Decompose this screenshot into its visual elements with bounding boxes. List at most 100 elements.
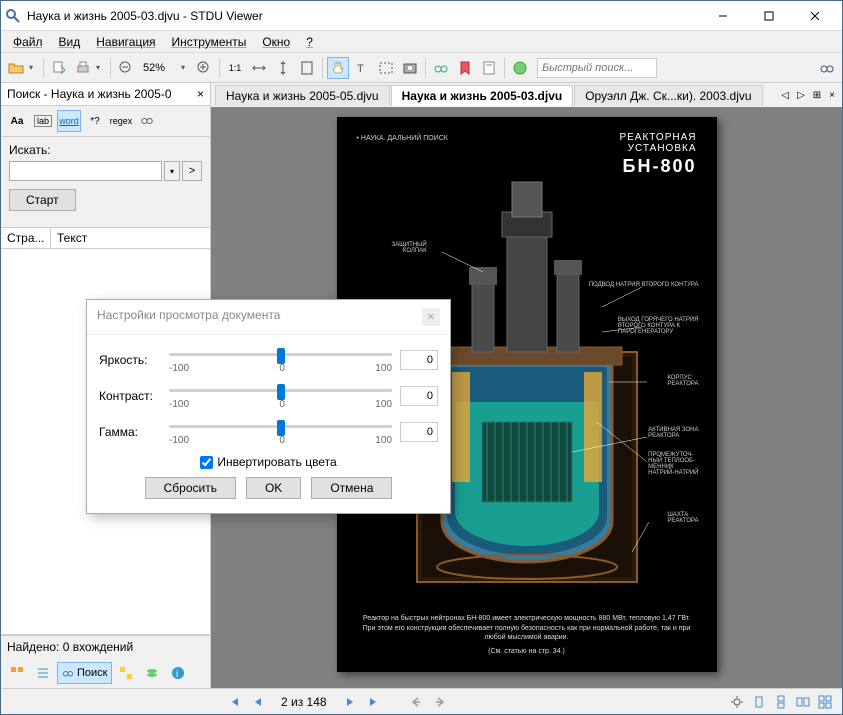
zoom-out-icon[interactable] (115, 57, 137, 79)
bt-grid-icon[interactable] (114, 662, 138, 684)
hand-icon[interactable] (327, 57, 349, 79)
svg-text:T: T (357, 63, 364, 75)
sidebar-close-icon[interactable]: × (197, 87, 204, 101)
invert-checkbox[interactable] (200, 456, 213, 469)
bottom-tabs: Поиск i (1, 658, 210, 688)
menu-help[interactable]: ? (298, 33, 321, 51)
open-dropdown[interactable]: ▾ (29, 63, 39, 72)
sidebar-tab-title: Поиск - Наука и жизнь 2005-0 (7, 87, 172, 101)
search-advanced-icon[interactable] (135, 110, 159, 132)
select-text-icon[interactable]: T (351, 57, 373, 79)
dialog-title: Настройки просмотра документа (97, 308, 280, 326)
bt-thumbnails-icon[interactable] (5, 662, 29, 684)
tab-2[interactable]: Наука и жизнь 2005-03.djvu (391, 85, 574, 106)
ok-button[interactable]: OK (246, 477, 301, 499)
export-icon[interactable] (48, 57, 70, 79)
titlebar: Наука и жизнь 2005-03.djvu - STDU Viewer (1, 1, 842, 31)
binoculars-icon[interactable] (430, 57, 452, 79)
close-button[interactable] (792, 1, 838, 31)
globe-icon[interactable] (509, 57, 531, 79)
contrast-value[interactable] (400, 386, 438, 406)
contrast-slider[interactable]: -1000100 (169, 381, 392, 411)
app-window: Наука и жизнь 2005-03.djvu - STDU Viewer… (0, 0, 843, 715)
bt-info-icon[interactable]: i (166, 662, 190, 684)
contrast-label: Контраст: (99, 389, 161, 403)
invert-checkbox-label[interactable]: Инвертировать цвета (200, 455, 336, 469)
search-tools: Aa lab word *? regex (1, 106, 210, 137)
label-icon[interactable]: lab (31, 110, 55, 132)
gamma-slider[interactable]: -1000100 (169, 417, 392, 447)
dialog-close-icon[interactable]: ✕ (422, 308, 440, 326)
tab-close-icon[interactable]: × (826, 90, 838, 101)
word-icon[interactable]: word (57, 110, 81, 132)
search-input[interactable] (9, 161, 162, 181)
facing-cont-icon[interactable] (816, 693, 834, 711)
col-text: Текст (51, 228, 210, 248)
select-region-icon[interactable] (375, 57, 397, 79)
doc-tabs: Наука и жизнь 2005-05.djvu Наука и жизнь… (211, 83, 842, 107)
menu-nav[interactable]: Навигация (88, 33, 163, 51)
tab-prev-icon[interactable]: ◁ (778, 90, 792, 101)
label-heat: ПРОМЕЖУТОЧ- НЫЙ ТЕПЛООБ- МЕННИК НАТРИЙ-Н… (648, 452, 698, 476)
results-header: Стра... Текст (1, 227, 210, 249)
wildcard-icon[interactable]: *? (83, 110, 107, 132)
reset-button[interactable]: Сбросить (145, 477, 236, 499)
back-icon[interactable] (407, 693, 425, 711)
gamma-label: Гамма: (99, 425, 161, 439)
page-category: • НАУКА. ДАЛЬНИЙ ПОИСК (357, 135, 448, 142)
case-icon[interactable]: Aa (5, 110, 29, 132)
regex-icon[interactable]: regex (109, 110, 133, 132)
view-settings-dialog: Настройки просмотра документа ✕ Яркость:… (86, 299, 451, 514)
maximize-button[interactable] (746, 1, 792, 31)
first-page-icon[interactable] (225, 693, 243, 711)
tab-3[interactable]: Оруэлл Дж. Ск...ки). 2003.djvu (574, 85, 762, 106)
bt-search[interactable]: Поиск (57, 662, 112, 684)
bt-outline-icon[interactable] (31, 662, 55, 684)
zoom-in-icon[interactable] (193, 57, 215, 79)
print-icon[interactable] (72, 57, 94, 79)
menu-window[interactable]: Окно (254, 33, 298, 51)
statusbar: 2 из 148 (1, 688, 842, 714)
bookmark-icon[interactable] (454, 57, 476, 79)
menu-tools[interactable]: Инструменты (164, 33, 255, 51)
binoculars2-icon[interactable] (816, 57, 838, 79)
continuous-icon[interactable] (772, 693, 790, 711)
tab-grid-icon[interactable]: ⊞ (810, 90, 824, 101)
print-dropdown[interactable]: ▾ (96, 63, 106, 72)
settings-icon[interactable] (478, 57, 500, 79)
zoom-value: 52% (139, 62, 179, 74)
brightness-icon[interactable] (728, 693, 746, 711)
brightness-value[interactable] (400, 350, 438, 370)
gamma-value[interactable] (400, 422, 438, 442)
prev-page-icon[interactable] (249, 693, 267, 711)
zoom-dropdown[interactable]: ▾ (181, 63, 191, 72)
minimize-button[interactable] (700, 1, 746, 31)
label-active: АКТИВНАЯ ЗОНА РЕАКТОРА (648, 427, 698, 439)
brightness-slider[interactable]: -1000100 (169, 345, 392, 375)
fit-width-icon[interactable] (248, 57, 270, 79)
tab-1[interactable]: Наука и жизнь 2005-05.djvu (215, 85, 390, 106)
search-history-dropdown[interactable]: ▾ (164, 161, 180, 181)
cancel-button[interactable]: Отмена (311, 477, 392, 499)
page-description: Реактор на быстрых нейтронах БН-800 имее… (357, 614, 697, 657)
app-icon (5, 8, 21, 24)
search-go-button[interactable]: > (182, 161, 202, 181)
single-page-icon[interactable] (750, 693, 768, 711)
quick-search-input[interactable] (537, 58, 657, 78)
menu-file[interactable]: Файл (5, 33, 51, 51)
forward-icon[interactable] (431, 693, 449, 711)
last-page-icon[interactable] (365, 693, 383, 711)
snapshot-icon[interactable] (399, 57, 421, 79)
menu-view[interactable]: Вид (51, 33, 89, 51)
bt-layers-icon[interactable] (140, 662, 164, 684)
start-button[interactable]: Старт (9, 189, 76, 211)
next-page-icon[interactable] (341, 693, 359, 711)
open-icon[interactable] (5, 57, 27, 79)
facing-icon[interactable] (794, 693, 812, 711)
svg-text:i: i (176, 669, 178, 680)
fit-page-icon[interactable] (296, 57, 318, 79)
fit-height-icon[interactable] (272, 57, 294, 79)
tab-next-icon[interactable]: ▷ (794, 90, 808, 101)
col-page: Стра... (1, 228, 51, 248)
fit-11-icon[interactable]: 1:1 (224, 57, 246, 79)
